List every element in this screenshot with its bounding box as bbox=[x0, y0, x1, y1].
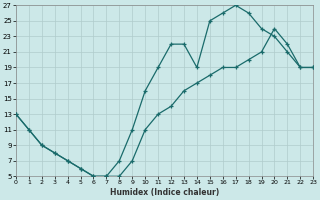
X-axis label: Humidex (Indice chaleur): Humidex (Indice chaleur) bbox=[110, 188, 219, 197]
